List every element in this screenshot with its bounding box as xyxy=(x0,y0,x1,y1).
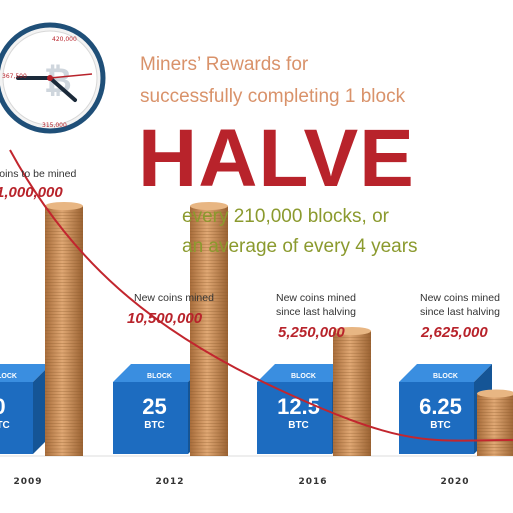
bar-2020-caption-1: New coins mined xyxy=(420,292,500,304)
block-cube-2009 xyxy=(0,382,33,454)
reward-value-2012: 25 xyxy=(142,394,166,419)
headline-line-1: Miners’ Rewards for xyxy=(140,54,309,75)
bar-2009-caption: coins to be mined xyxy=(0,168,77,180)
headline-line-2: successfully completing 1 block xyxy=(140,86,406,107)
block-cube-top-2020 xyxy=(399,364,492,382)
block-cube-top-2009 xyxy=(0,364,51,382)
coin-top-2016 xyxy=(333,327,371,335)
block-label-2009: BLOCK xyxy=(0,373,17,380)
subtitle-line-2: an average of every 4 years xyxy=(182,236,418,257)
block-cube-2012 xyxy=(113,382,188,454)
subtitle-line-1: every 210,000 blocks, or xyxy=(182,206,390,227)
clock-label-left: 367,500 xyxy=(2,73,27,80)
bar-2016-caption-2: since last halving xyxy=(276,306,356,318)
block-label-2020: BLOCK xyxy=(433,373,458,380)
halve-title: HALVE xyxy=(138,113,415,204)
halving-curve xyxy=(9,149,513,442)
coin-stack-2012 xyxy=(190,206,228,456)
reward-unit-2012: BTC xyxy=(144,420,165,431)
reward-unit-2009: BTC xyxy=(0,420,10,431)
block-cube-top-2016 xyxy=(257,364,350,382)
block-label-2012: BLOCK xyxy=(147,373,172,380)
bar-2020-caption-2: since last halving xyxy=(420,306,500,318)
reward-unit-2016: BTC xyxy=(288,420,309,431)
coin-top-2012 xyxy=(190,202,228,210)
reward-value-2009: 0 xyxy=(0,394,6,419)
clock-label-top: 420,000 xyxy=(52,36,77,43)
reward-unit-2020: BTC xyxy=(430,420,451,431)
bar-group-2009: BLOCK 0BTC 2009 xyxy=(0,202,83,487)
coin-top-2020 xyxy=(477,389,513,398)
block-label-2016: BLOCK xyxy=(291,373,316,380)
coin-stack-2020 xyxy=(477,393,513,456)
reward-value-2020: 6.25 xyxy=(419,394,462,419)
year-label-2009: 2009 xyxy=(13,477,42,487)
clock-label-bottom: 315,000 xyxy=(42,122,67,129)
clock-icon: ₿ xyxy=(0,22,106,134)
year-label-2020: 2020 xyxy=(440,477,469,487)
bar-2016-coins: 5,250,000 xyxy=(278,324,345,341)
bar-2016-caption-1: New coins mined xyxy=(276,292,356,304)
block-cube-2016 xyxy=(257,382,332,454)
year-label-2012: 2012 xyxy=(155,477,184,487)
year-label-2016: 2016 xyxy=(298,477,327,487)
block-cube-top-2012 xyxy=(113,364,206,382)
bar-2012-caption: New coins mined xyxy=(134,292,214,304)
bar-2020-coins: 2,625,000 xyxy=(421,324,488,341)
bar-2012-coins: 10,500,000 xyxy=(127,310,203,327)
coin-stack-2009 xyxy=(45,206,83,456)
block-cube-2020 xyxy=(399,382,474,454)
coin-stack-2016 xyxy=(333,331,371,456)
coin-top-2009 xyxy=(45,202,83,210)
bar-2009-coins: 1,000,000 xyxy=(0,184,63,201)
